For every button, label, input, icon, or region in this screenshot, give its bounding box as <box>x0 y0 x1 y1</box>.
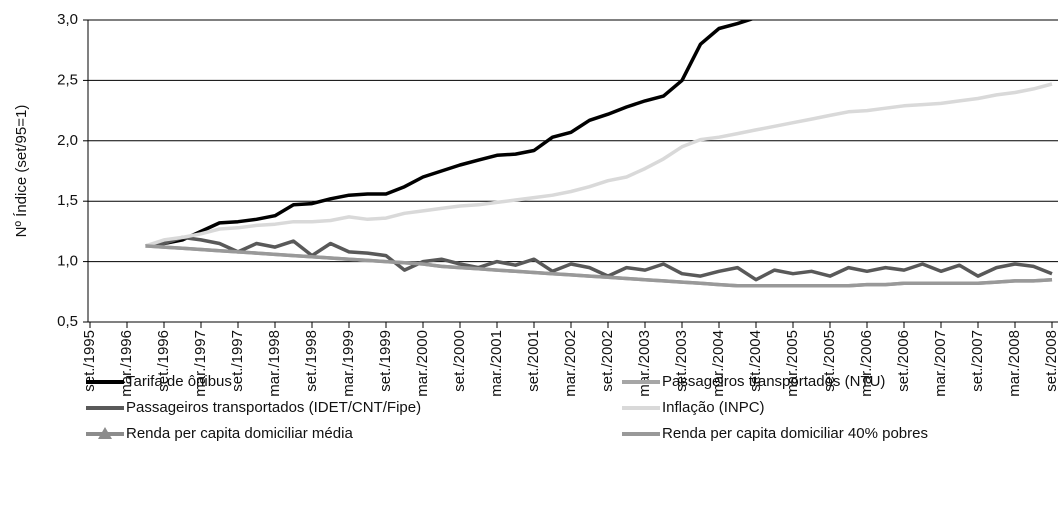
x-tick-label: mar./2005 <box>784 330 801 397</box>
x-tick-label: mar./2006 <box>858 330 875 397</box>
legend-label: Tarifa de ônibus <box>126 373 232 390</box>
x-tick-label: mar./1997 <box>192 330 209 397</box>
y-tick-label: 2,5 <box>57 71 78 88</box>
x-tick-label: set./2006 <box>895 330 912 392</box>
x-tick-label: set./2008 <box>1043 330 1060 392</box>
x-tick-label: mar./2000 <box>414 330 431 397</box>
x-tick-label: set./1997 <box>229 330 246 392</box>
legend-label: Passageiros transportados (NTU) <box>662 373 885 390</box>
x-tick-label: mar./2002 <box>562 330 579 397</box>
x-tick-label: set./1996 <box>155 330 172 392</box>
x-tick-label: set./2002 <box>599 330 616 392</box>
x-tick-label: set./2007 <box>969 330 986 392</box>
y-tick-label: 1,5 <box>57 192 78 209</box>
x-tick-label: mar./2003 <box>636 330 653 397</box>
x-tick-label: set./1995 <box>81 330 98 392</box>
y-axis-title: Nº Índice (set/95=1) <box>13 105 30 238</box>
x-tick-label: mar./2004 <box>710 330 727 397</box>
x-tick-label: set./2005 <box>821 330 838 392</box>
x-tick-label: set./2004 <box>747 330 764 392</box>
plot-area <box>144 20 1053 288</box>
x-tick-label: set./2000 <box>451 330 468 392</box>
x-tick-label: set./1999 <box>377 330 394 392</box>
y-tick-label: 2,0 <box>57 132 78 149</box>
x-tick-label: set./2003 <box>673 330 690 392</box>
legend-label: Passageiros transportados (IDET/CNT/Fipe… <box>126 399 421 416</box>
x-tick-label: set./1998 <box>303 330 320 392</box>
x-tick-label: mar./2001 <box>488 330 505 397</box>
y-tick-label: 1,0 <box>57 253 78 270</box>
legend-label: Renda per capita domiciliar média <box>126 425 353 442</box>
y-tick-label: 3,0 <box>57 11 78 28</box>
series-line <box>145 235 1053 282</box>
series-line <box>145 20 755 248</box>
x-tick-label: mar./1998 <box>266 330 283 397</box>
legend-label: Renda per capita domiciliar 40% pobres <box>662 425 928 442</box>
legend-label: Inflação (INPC) <box>662 399 765 416</box>
x-tick-label: mar./2008 <box>1006 330 1023 397</box>
series-line <box>145 244 1053 288</box>
y-tick-label: 0,5 <box>57 313 78 330</box>
x-tick-label: set./2001 <box>525 330 542 392</box>
x-tick-label: mar./1999 <box>340 330 357 397</box>
series-line <box>144 82 1053 248</box>
legend-marker <box>98 427 112 439</box>
x-tick-label: mar./2007 <box>932 330 949 397</box>
